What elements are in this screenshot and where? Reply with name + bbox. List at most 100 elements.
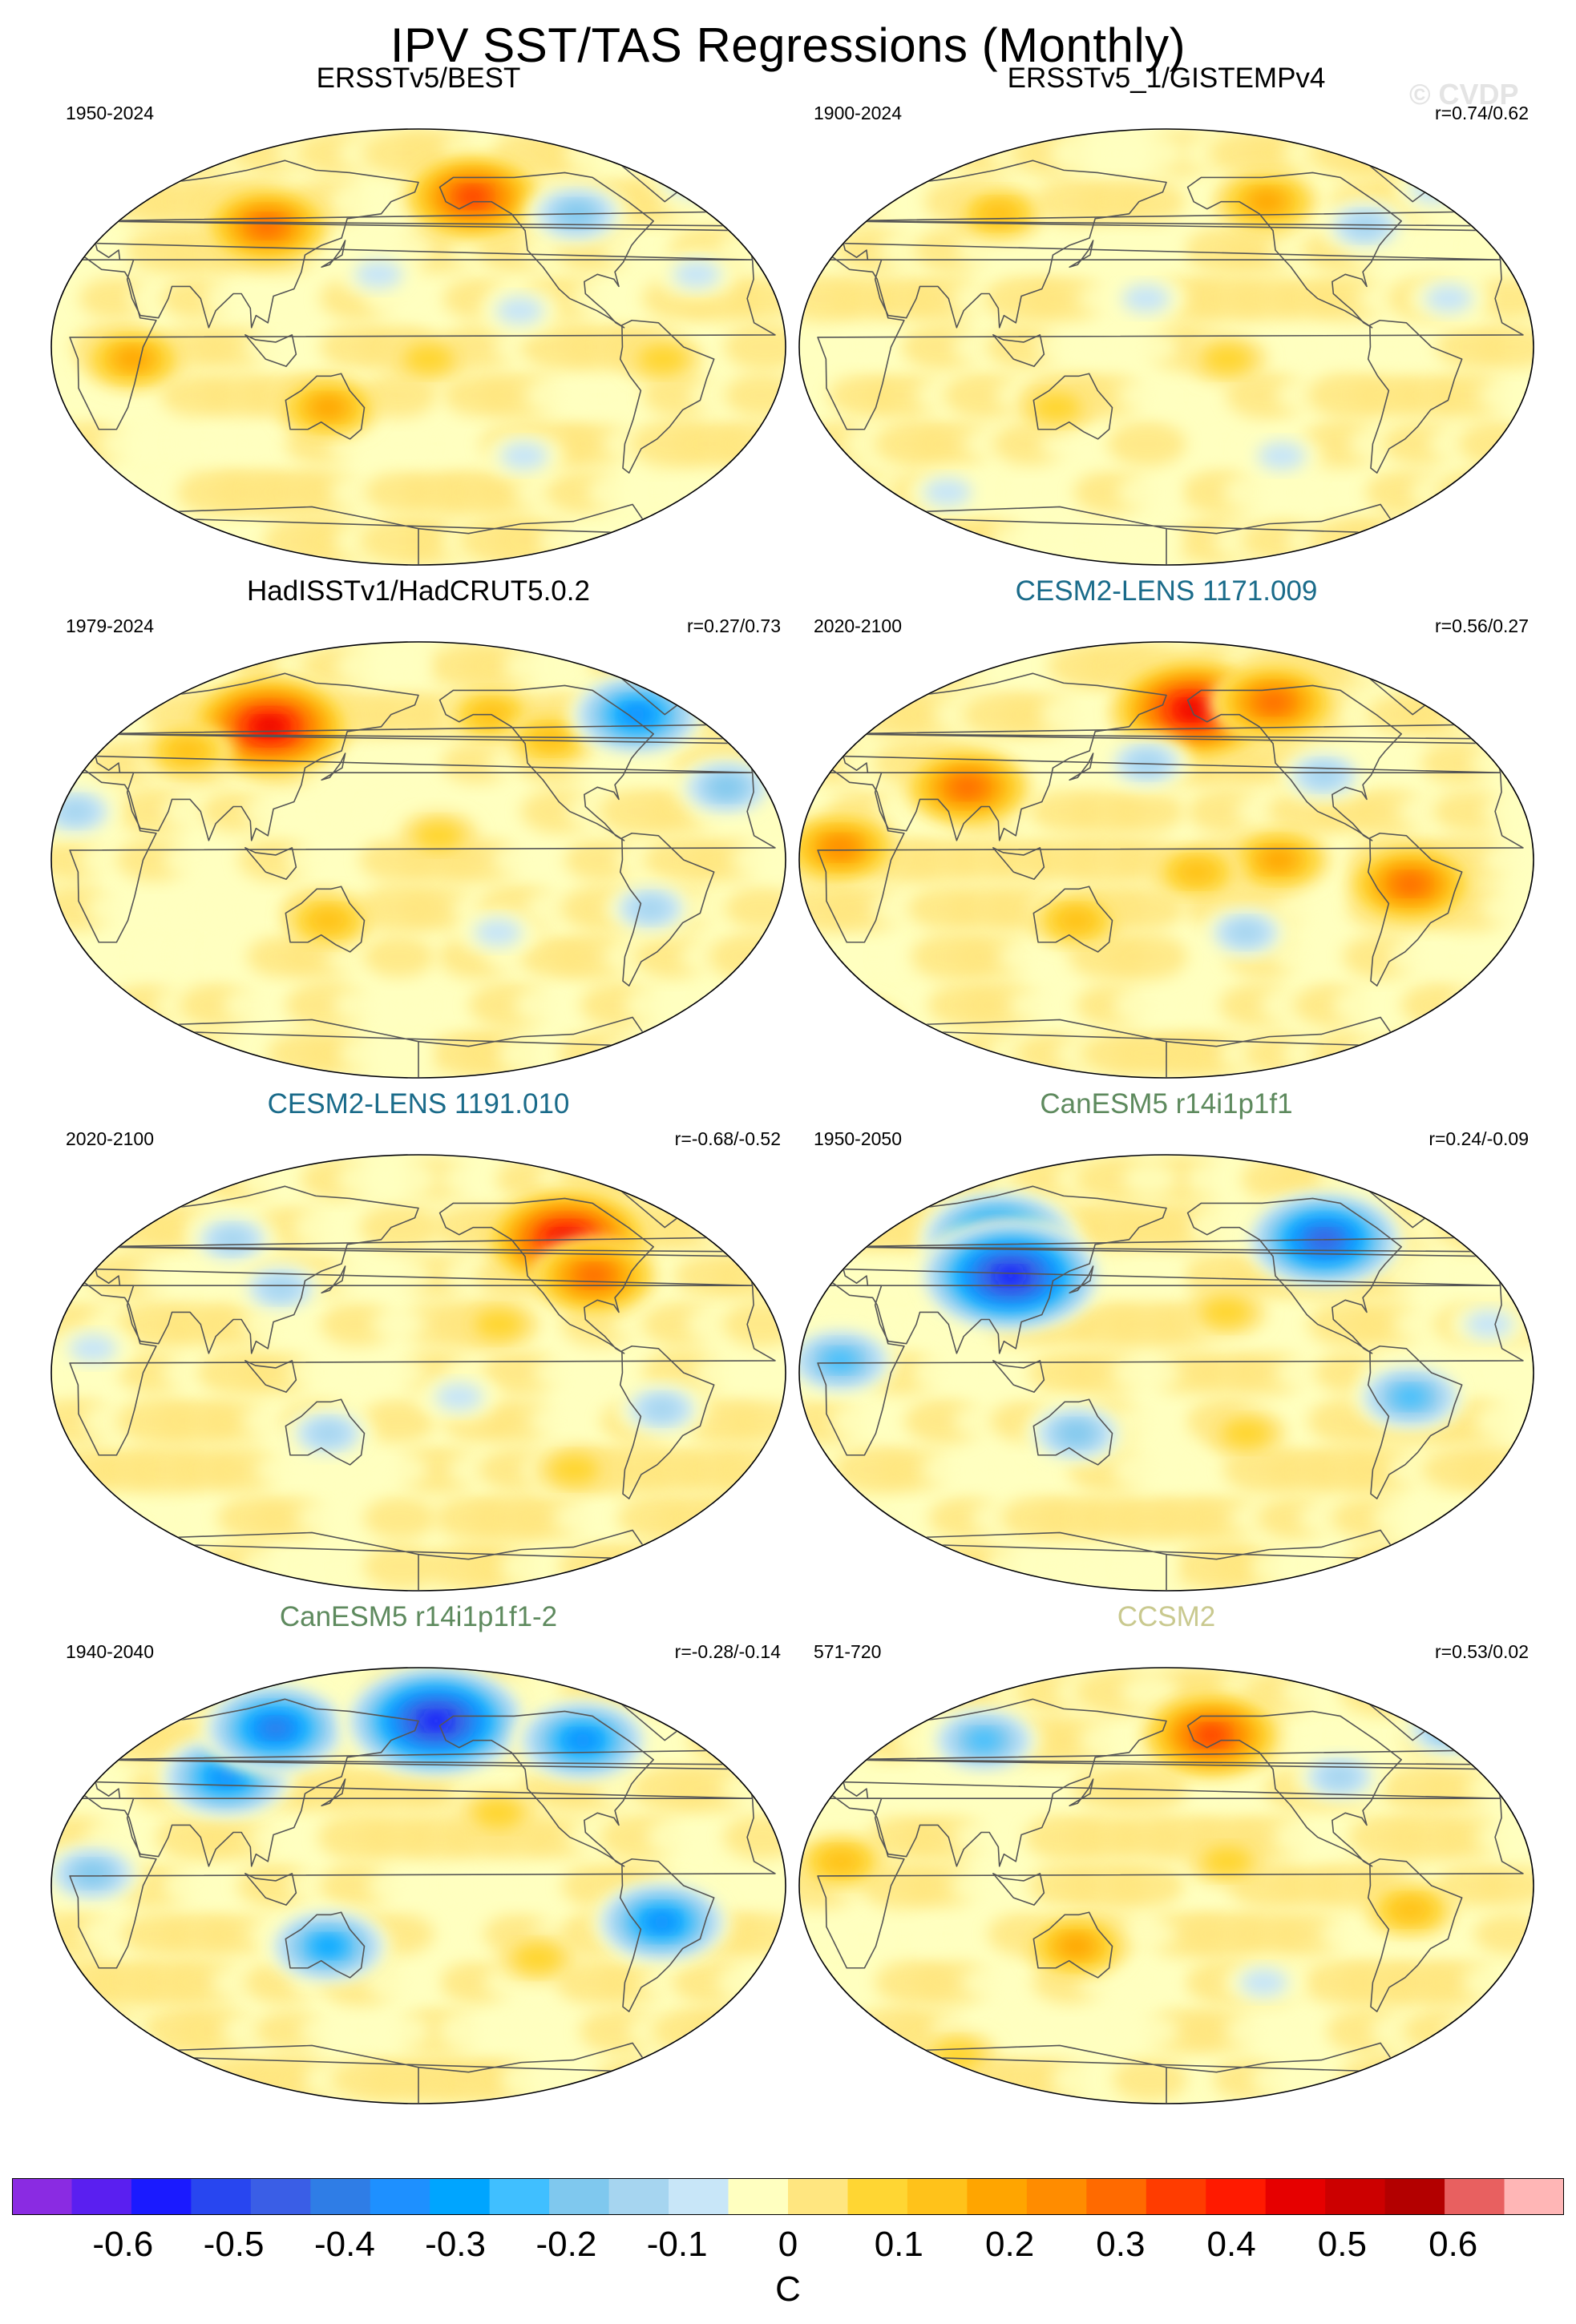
panel-title: CanESM5 r14i1p1f1-2 xyxy=(279,1601,558,1632)
anomaly-contour xyxy=(968,1730,1000,1750)
colorbar-swatch xyxy=(669,2178,729,2215)
colorbar-tick-label: -0.1 xyxy=(646,2225,708,2264)
panel-title: CanESM5 r14i1p1f1 xyxy=(1040,1088,1293,1120)
background-cell xyxy=(710,421,785,466)
anomaly-contour xyxy=(1180,701,1207,718)
anomaly-contour xyxy=(308,1421,349,1446)
anomaly-contour xyxy=(813,1518,894,1567)
coastline xyxy=(63,1282,776,1456)
coastline xyxy=(244,1360,297,1393)
background-cell xyxy=(1409,132,1480,174)
background-cell xyxy=(1117,474,1180,511)
coastline xyxy=(1186,684,1402,841)
coastline xyxy=(438,1710,654,1867)
panel-period: 1950-2024 xyxy=(66,103,154,123)
anomaly-contour xyxy=(310,397,346,418)
colorbar-tick-label: -0.4 xyxy=(313,2225,375,2264)
background-cell xyxy=(1115,1403,1177,1439)
background-cell xyxy=(370,1452,429,1487)
anomaly-contour xyxy=(69,1333,118,1363)
panel-title: CESM2-LENS 1191.010 xyxy=(267,1088,570,1120)
background-cell xyxy=(360,516,444,564)
colorbar-units: C xyxy=(775,2270,801,2309)
background-cell xyxy=(688,2007,770,2055)
anomaly-contour xyxy=(81,502,130,531)
background-cell xyxy=(656,1156,737,1203)
background-cell xyxy=(1375,1031,1449,1075)
anomaly-contour xyxy=(1409,175,1458,204)
background-cell xyxy=(1463,1962,1532,2003)
regression-map xyxy=(51,1154,786,1592)
background-cell xyxy=(732,1354,785,1392)
anomaly-contour xyxy=(168,739,208,763)
anomaly-contour xyxy=(801,998,906,1061)
regression-map xyxy=(51,128,786,566)
background-cell xyxy=(139,1547,206,1586)
anomaly-contour xyxy=(1032,393,1081,422)
anomaly-contour xyxy=(829,1527,878,1557)
coastline xyxy=(285,1398,366,1466)
background-cell xyxy=(105,1033,175,1074)
coastline xyxy=(619,319,715,474)
background-cell xyxy=(173,426,235,462)
background-cell xyxy=(1121,1162,1178,1196)
regression-map xyxy=(798,1667,1534,2104)
map-border xyxy=(798,1154,1534,1592)
colorbar-tick-label: 0.5 xyxy=(1317,2225,1367,2264)
background-cell xyxy=(893,136,949,170)
background-cell xyxy=(1458,421,1533,467)
background-cell xyxy=(953,1818,1016,1856)
coastline xyxy=(811,769,1524,943)
background-cell xyxy=(661,1033,733,1075)
background-cell xyxy=(661,519,733,562)
anomaly-contour xyxy=(252,216,282,235)
anomaly-contour xyxy=(641,1397,682,1422)
anomaly-contour xyxy=(55,799,95,824)
background-cell xyxy=(367,1158,438,1200)
coastline xyxy=(1069,240,1094,268)
anomaly-contour xyxy=(1058,1422,1094,1444)
background-cell xyxy=(1270,1912,1345,1956)
background-cell xyxy=(596,1546,667,1588)
background-cell xyxy=(1465,938,1529,975)
colorbar-tick-label: -0.5 xyxy=(203,2225,265,2264)
map-border xyxy=(51,1667,786,2104)
background-cell xyxy=(1273,1817,1342,1858)
anomaly-contour xyxy=(673,260,721,289)
background-cell xyxy=(362,692,438,737)
coastline xyxy=(619,1858,715,2012)
background-cell xyxy=(370,1308,426,1341)
colorbar-swatch xyxy=(907,2178,968,2215)
anomaly-contour xyxy=(1465,1309,1513,1339)
coastline xyxy=(244,334,297,367)
map-border xyxy=(51,641,786,1079)
anomaly-contour xyxy=(568,1732,597,1749)
background-cell xyxy=(662,1672,732,1713)
background-cell xyxy=(664,1547,730,1586)
coastline xyxy=(63,769,776,943)
background-cell xyxy=(357,884,440,933)
background-cell xyxy=(887,521,955,561)
background-cell xyxy=(1380,522,1445,560)
background-cell xyxy=(362,1816,435,1859)
anomaly-contour xyxy=(623,706,652,724)
background-cell xyxy=(1407,518,1483,563)
coastline xyxy=(1367,319,1463,474)
regression-map xyxy=(798,1154,1534,1592)
anomaly-contour xyxy=(677,165,717,190)
background-cell xyxy=(596,520,667,562)
background-cell xyxy=(1482,841,1533,878)
regression-map xyxy=(798,641,1534,1079)
coastline xyxy=(1069,1778,1094,1807)
coastline xyxy=(811,1282,1524,1456)
anomaly-contour xyxy=(212,1227,253,1252)
background-cell xyxy=(1105,1765,1188,1813)
background-cell xyxy=(1433,790,1505,833)
background-cell xyxy=(1469,747,1525,780)
coastline xyxy=(244,1873,297,1906)
background-cell xyxy=(1117,378,1175,413)
anomaly-contour xyxy=(261,1276,301,1301)
panel-correlation: r=0.56/0.27 xyxy=(1434,615,1529,636)
colorbar-tick-label: -0.6 xyxy=(92,2225,154,2264)
colorbar-swatch xyxy=(1384,2178,1445,2215)
